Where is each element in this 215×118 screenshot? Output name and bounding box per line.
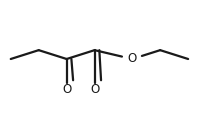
Text: O: O — [62, 83, 71, 96]
Text: O: O — [127, 53, 137, 65]
Text: O: O — [90, 83, 99, 96]
